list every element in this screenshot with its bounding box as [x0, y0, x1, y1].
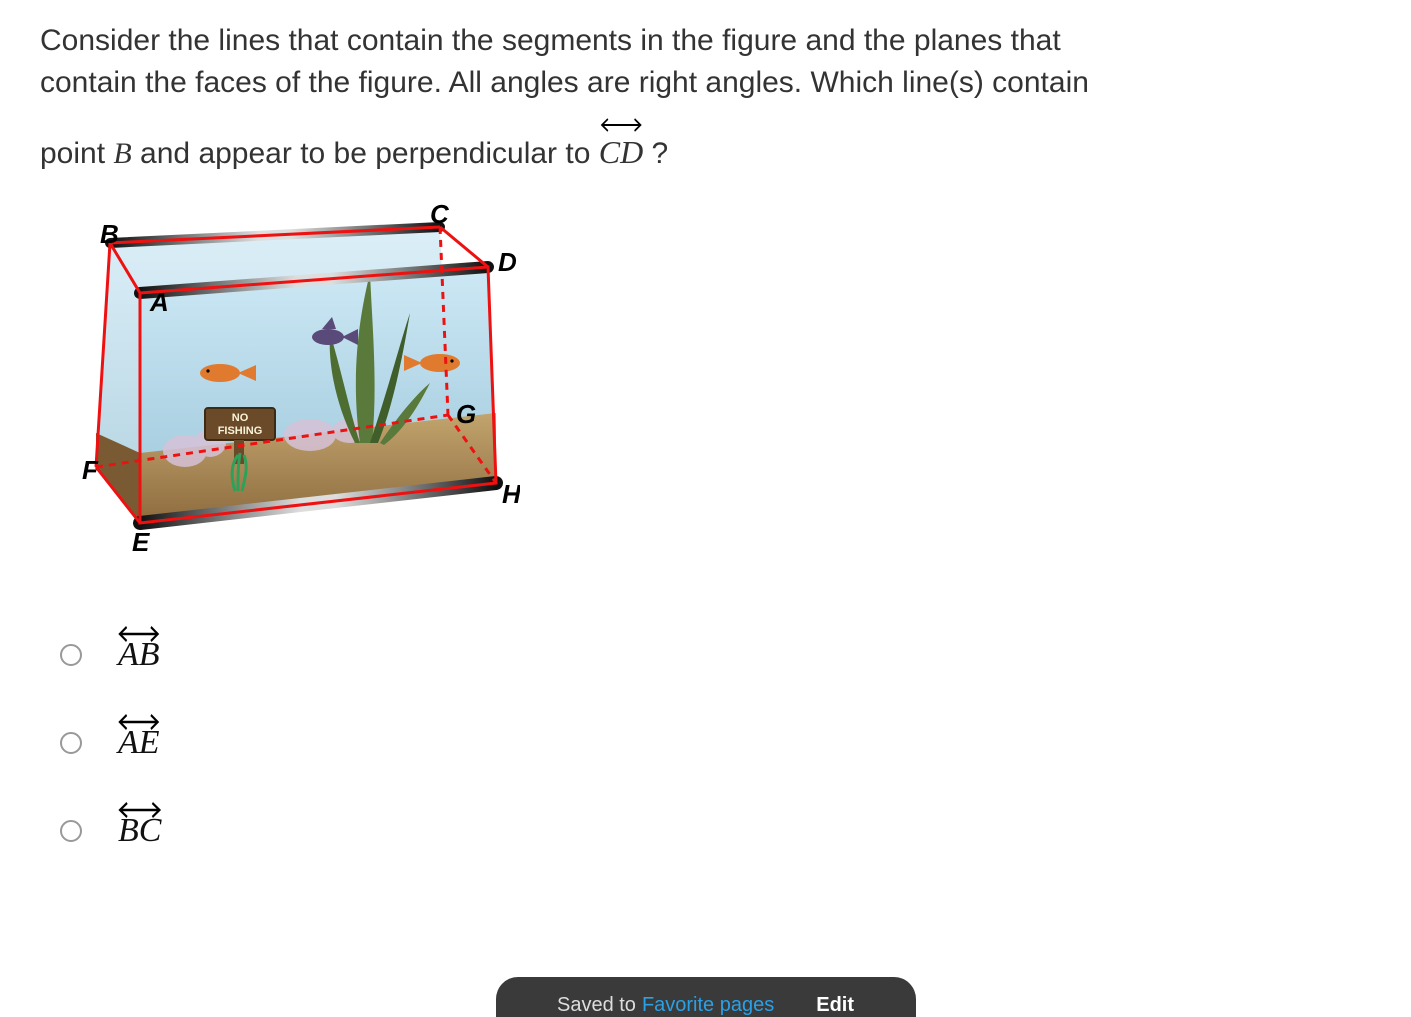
toast-edit-button[interactable]: Edit — [816, 994, 854, 1017]
radio-icon[interactable] — [60, 732, 82, 754]
vertex-f: F — [82, 455, 99, 485]
vertex-b: B — [100, 219, 119, 249]
answer-options: AB AE — [60, 638, 1380, 848]
toast-link[interactable]: Favorite pages — [642, 994, 774, 1017]
q-line3-after: ? — [643, 137, 668, 170]
q-line3-mid: and appear to be perpendicular to — [132, 137, 599, 170]
vertex-g: G — [456, 399, 476, 429]
sign-text-2: FISHING — [218, 425, 263, 437]
option-bc[interactable]: BC — [60, 814, 1380, 848]
option-ab[interactable]: AB — [60, 638, 1380, 672]
double-arrow-icon — [599, 118, 643, 132]
line-cd-text: CD — [599, 134, 643, 170]
page-root: Consider the lines that contain the segm… — [0, 0, 1380, 848]
q-line-1: Consider the lines that contain the segm… — [40, 20, 1380, 62]
q-point-b: B — [113, 137, 131, 170]
vertex-a: A — [149, 287, 169, 317]
option-ab-label: AB — [118, 638, 160, 672]
aquarium-figure: NO FISHING — [60, 203, 1380, 568]
vertex-e: E — [132, 527, 150, 557]
double-arrow-icon — [116, 792, 163, 810]
aquarium-svg: NO FISHING — [60, 203, 520, 563]
saved-toast: Saved to Favorite pages Edit — [496, 977, 916, 1017]
double-arrow-icon — [116, 704, 162, 722]
vertex-d: D — [498, 247, 517, 277]
toast-saved-label: Saved to — [557, 994, 636, 1017]
q-line-2: contain the faces of the figure. All ang… — [40, 62, 1380, 104]
option-bc-label: BC — [118, 814, 161, 848]
option-ae-label: AE — [118, 726, 160, 760]
vertex-c: C — [430, 203, 450, 229]
q-line-3: point B and appear to be perpendicular t… — [40, 126, 1380, 175]
double-arrow-icon — [116, 616, 162, 634]
option-ae[interactable]: AE — [60, 726, 1380, 760]
radio-icon[interactable] — [60, 820, 82, 842]
radio-icon[interactable] — [60, 644, 82, 666]
q-line3-before: point — [40, 137, 113, 170]
sign-text-1: NO — [232, 412, 249, 424]
line-cd-notation: CD — [599, 126, 643, 175]
question-text: Consider the lines that contain the segm… — [40, 20, 1380, 175]
vertex-h: H — [502, 479, 520, 509]
